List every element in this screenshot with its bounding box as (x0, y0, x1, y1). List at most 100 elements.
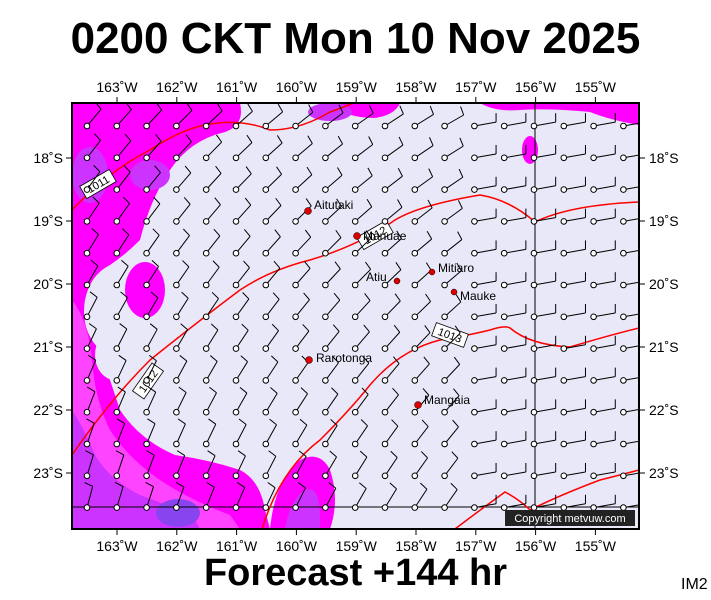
wind-barb (530, 208, 557, 225)
place-dot (305, 356, 313, 364)
wind-barb (173, 450, 186, 480)
wind-barb (113, 291, 128, 321)
wind-barb (143, 450, 155, 480)
wind-barb (381, 387, 399, 416)
wind-barb (411, 419, 429, 448)
wind-barb (560, 176, 586, 193)
wind-barb (590, 367, 616, 384)
wind-barb (113, 482, 124, 511)
wind-barb (590, 399, 616, 416)
wind-barb (620, 154, 639, 162)
isobar-1011 (72, 103, 356, 211)
wind-barb (202, 228, 221, 257)
wind-barb (262, 418, 277, 448)
rain-area-west-inner (72, 300, 240, 529)
wind-barb (530, 399, 557, 416)
wind-barb (83, 354, 97, 384)
wind-barb (173, 386, 187, 416)
wind-barb (232, 450, 246, 480)
wind-barb (441, 137, 464, 162)
place-label: Rarotonga (316, 351, 372, 365)
wind-barb (471, 144, 497, 162)
wind-barb (113, 354, 127, 384)
lon-label-bottom: 160˚W (276, 538, 318, 554)
lon-label-top: 156˚W (515, 79, 557, 95)
wind-barb (202, 355, 218, 384)
wind-barb (83, 482, 94, 511)
place-label: Atiu (366, 270, 387, 284)
lon-label-top: 160˚W (276, 79, 318, 95)
wind-barb (232, 292, 250, 321)
lon-label-top: 155˚W (575, 79, 617, 95)
place-dot (393, 277, 401, 285)
wind-barb (500, 113, 527, 130)
lon-label-top: 161˚W (216, 79, 258, 95)
wind-barb (560, 208, 586, 225)
wind-barb (530, 144, 557, 162)
wind-barb (173, 228, 190, 257)
wind-barb (322, 198, 342, 225)
wind-barb (560, 462, 586, 480)
wind-barb (322, 167, 343, 193)
wind-barb (113, 133, 132, 162)
wind-barb (322, 387, 339, 416)
wind-barb (590, 431, 616, 448)
wind-barb (202, 482, 215, 511)
wind-barb (590, 144, 616, 162)
wind-barb (113, 323, 128, 352)
wind-barb (471, 462, 497, 480)
wind-barb (262, 135, 283, 162)
wind-barb (292, 418, 308, 448)
wind-barb (471, 272, 497, 289)
wind-barb (381, 419, 399, 448)
wind-barb (560, 272, 586, 289)
lat-label-left: 21˚S (33, 339, 63, 355)
wind-barb (202, 450, 216, 480)
wind-barb (560, 303, 586, 321)
wind-barb (113, 450, 125, 480)
wind-barb (262, 229, 281, 257)
place-mitiaro: Mitiaro (428, 261, 474, 276)
copyright-box: Copyright metvuw.com (505, 510, 635, 526)
wind-barb (441, 356, 461, 384)
wind-barb (441, 294, 462, 321)
wind-barb (143, 196, 161, 225)
wind-barb (292, 450, 307, 480)
wind-barb (322, 482, 337, 511)
wind-barb (232, 418, 247, 448)
wind-barb (620, 249, 639, 257)
wind-barb (83, 418, 95, 448)
rain-area-south-inner (285, 489, 320, 529)
wind-barb (322, 292, 341, 321)
lat-label-left: 18˚S (33, 150, 63, 166)
wind-barb (173, 260, 190, 289)
wind-barb (143, 133, 162, 162)
lon-label-bottom: 163˚W (96, 538, 138, 554)
wind-barb (83, 164, 101, 193)
place-atiu: Atiu (366, 270, 401, 285)
wind-barb (590, 462, 616, 480)
rain-area-northeast (480, 103, 639, 125)
wind-barb (500, 335, 527, 352)
wind-barb (173, 323, 188, 352)
place-mangaia: Mangaia (414, 393, 470, 409)
wind-barb (322, 450, 337, 480)
rain-cell-1 (125, 262, 165, 318)
wind-barb (322, 104, 344, 130)
lat-label-right: 23˚S (649, 465, 679, 481)
wind-barb (530, 240, 557, 257)
wind-barb (620, 281, 639, 289)
wind-barb (560, 240, 586, 257)
wind-barb (381, 199, 403, 225)
wind-barb (83, 228, 99, 257)
wind-barb (292, 261, 311, 289)
rain-gap (95, 330, 135, 380)
wind-barb (202, 103, 223, 130)
wind-barb (530, 335, 557, 352)
wind-barb (441, 106, 465, 130)
wind-barb (411, 356, 430, 384)
wind-barb (322, 418, 338, 448)
wind-barb (500, 431, 527, 448)
wind-barb (173, 197, 191, 225)
wind-barb (471, 399, 497, 416)
